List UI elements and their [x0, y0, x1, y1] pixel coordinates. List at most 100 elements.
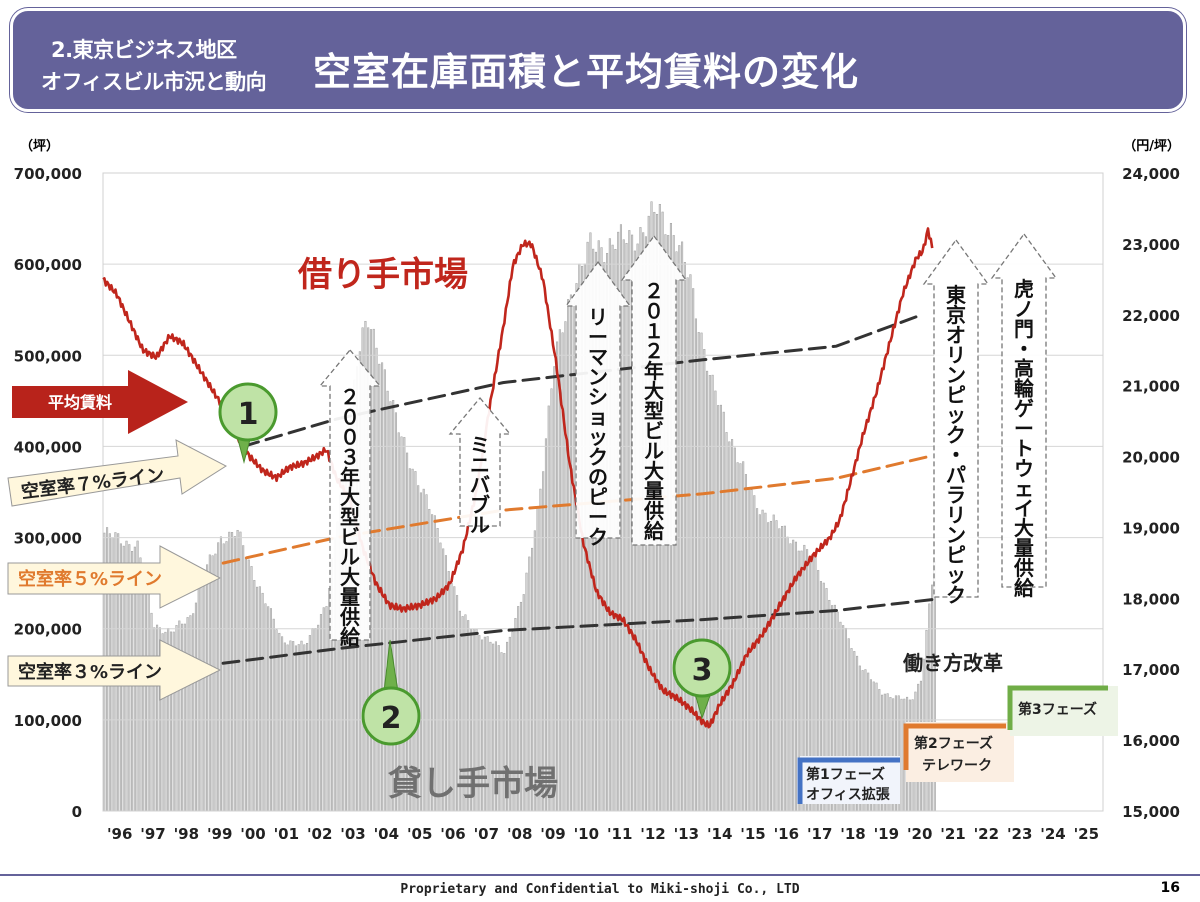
svg-text:第1フェーズ: 第1フェーズ	[806, 766, 885, 783]
left-axis-tick: 700,000	[14, 165, 82, 183]
svg-text:2: 2	[381, 701, 402, 736]
vacancy-bar	[686, 277, 689, 812]
vacancy-bar	[319, 614, 323, 812]
vacancy-bar	[144, 581, 147, 812]
x-axis-tick: '96	[107, 825, 132, 843]
vacancy-bar	[222, 543, 225, 812]
vacancy-bar	[756, 508, 759, 812]
vacancy-bar	[286, 644, 289, 812]
right-axis-tick: 24,000	[1122, 165, 1180, 183]
right-axis-unit: （円/坪）	[1123, 138, 1180, 154]
right-axis-tick: 18,000	[1122, 590, 1180, 608]
vacancy-bar	[272, 618, 275, 812]
vacancy-bar	[744, 474, 747, 812]
vacancy-bar	[231, 532, 234, 812]
avg-rent-label: 平均賃料	[48, 393, 112, 412]
vacancy-bar	[678, 245, 681, 812]
vacancy-bar	[694, 318, 697, 812]
vacancy-bar	[194, 602, 197, 812]
right-axis-tick: 22,000	[1122, 307, 1180, 325]
vacancy-bar	[300, 640, 303, 812]
x-axis-tick: '04	[374, 825, 399, 843]
event-arrow-mini-bubble: ミニバブル	[448, 396, 512, 537]
x-axis-tick: '15	[740, 825, 765, 843]
vacancy-bar	[783, 525, 786, 812]
x-axis-tick: '11	[607, 825, 632, 843]
event-label: リーマンショックのピーク	[588, 305, 608, 549]
vacancy-bar	[794, 541, 797, 812]
svg-text:第2フェーズ: 第2フェーズ	[914, 735, 993, 752]
x-axis-tick: '22	[974, 825, 999, 843]
lender-market-label: 貸し手市場	[388, 764, 558, 804]
right-axis-tick: 16,000	[1122, 732, 1180, 750]
phase-3-box: 第3フェーズ	[1007, 685, 1118, 736]
vacancy-bar	[622, 239, 625, 812]
x-axis-tick: '24	[1040, 825, 1065, 843]
vacancy-bar	[564, 321, 567, 812]
left-axis-tick: 400,000	[14, 438, 82, 456]
vacancy-bar	[303, 644, 306, 812]
footer-divider	[0, 874, 1200, 876]
vacancy-bar	[142, 573, 145, 812]
x-axis-tick: '20	[907, 825, 932, 843]
vacancy-bar	[233, 536, 236, 812]
vacancy-bar	[625, 243, 628, 812]
vacancy-bar	[703, 349, 706, 812]
left-axis-tick: 200,000	[14, 621, 82, 639]
event-arrow-toranomon: 虎ノ門・高輪ゲートウェイ大量供給	[990, 232, 1058, 600]
page-title: 空室在庫面積と平均賃料の変化	[313, 50, 860, 94]
vacancy-line-2	[221, 598, 935, 665]
x-axis-ticks: '96 '97 '98 '99 '00 '01 '02 '03 '04 '05 '06 '07 '08 '…	[107, 825, 1099, 843]
vacancy-bar	[406, 452, 409, 812]
vacancy-bar	[700, 332, 703, 812]
borrower-market-label: 借り手市場	[297, 255, 468, 295]
vacancy-bar	[308, 635, 311, 812]
x-axis-tick: '09	[540, 825, 565, 843]
left-axis-tick: 100,000	[14, 712, 82, 730]
vacancy-bar	[692, 288, 695, 812]
right-axis-ticks: 24,000 23,000 22,000 21,000 20,000 19,000 18,0…	[1122, 165, 1180, 821]
event-label: ２００３年大型ビル大量供給	[339, 385, 361, 649]
vacancy-bar	[253, 580, 256, 812]
svg-text:テレワーク: テレワーク	[922, 758, 992, 774]
right-axis-tick: 17,000	[1122, 661, 1180, 679]
vacancy-bar	[322, 607, 325, 812]
right-axis-tick: 23,000	[1122, 236, 1180, 254]
vacancy-bar	[739, 463, 742, 812]
x-axis-tick: '12	[640, 825, 665, 843]
avg-rent-arrow: 平均賃料	[12, 370, 188, 434]
vacancy-bar	[572, 300, 575, 812]
right-axis-tick: 15,000	[1122, 803, 1180, 821]
event-arrows: ２００３年大型ビル大量供給 ミニバブル リーマンショックのピーク ２０１２年大型ビル大…	[318, 232, 1058, 649]
event-label: ミニバブル	[470, 433, 490, 537]
vacancy-bar	[569, 294, 572, 812]
bubble-2: 2	[361, 639, 421, 746]
vacancy-bar	[706, 370, 709, 812]
vacancy-bar	[250, 566, 253, 812]
vacancy-bar	[189, 615, 192, 812]
event-arrow-2012: ２０１２年大型ビル大量供給	[620, 234, 688, 546]
vacancy-bar	[556, 341, 559, 812]
vacancy-bar	[719, 404, 722, 812]
vacancy-bar	[547, 405, 550, 812]
vacancy-5pct-arrow: 空室率５%ライン	[7, 545, 222, 609]
phase-2-box: 第2フェーズ テレワーク	[903, 722, 1014, 782]
left-axis-tick: 600,000	[14, 256, 82, 274]
left-axis-tick: 500,000	[14, 347, 82, 365]
vacancy-bar	[542, 471, 545, 812]
svg-text:3: 3	[692, 653, 713, 688]
vacancy-bar	[397, 432, 400, 812]
vacancy-bar	[769, 520, 772, 812]
vacancy-bar	[400, 436, 403, 812]
vacancy-bar	[394, 412, 398, 812]
event-arrow-lehman: リーマンショックのピーク	[564, 260, 632, 549]
vacancy-bar	[325, 606, 328, 812]
vacancy-bar	[225, 541, 228, 812]
vacancy-bar	[553, 366, 556, 812]
vacancy-bar	[281, 636, 284, 812]
vacancy-3pct-arrow: 空室率３%ライン	[7, 639, 222, 701]
x-axis-tick: '10	[574, 825, 599, 843]
vacancy-bar	[550, 388, 553, 812]
vacancy-bar	[289, 640, 292, 812]
